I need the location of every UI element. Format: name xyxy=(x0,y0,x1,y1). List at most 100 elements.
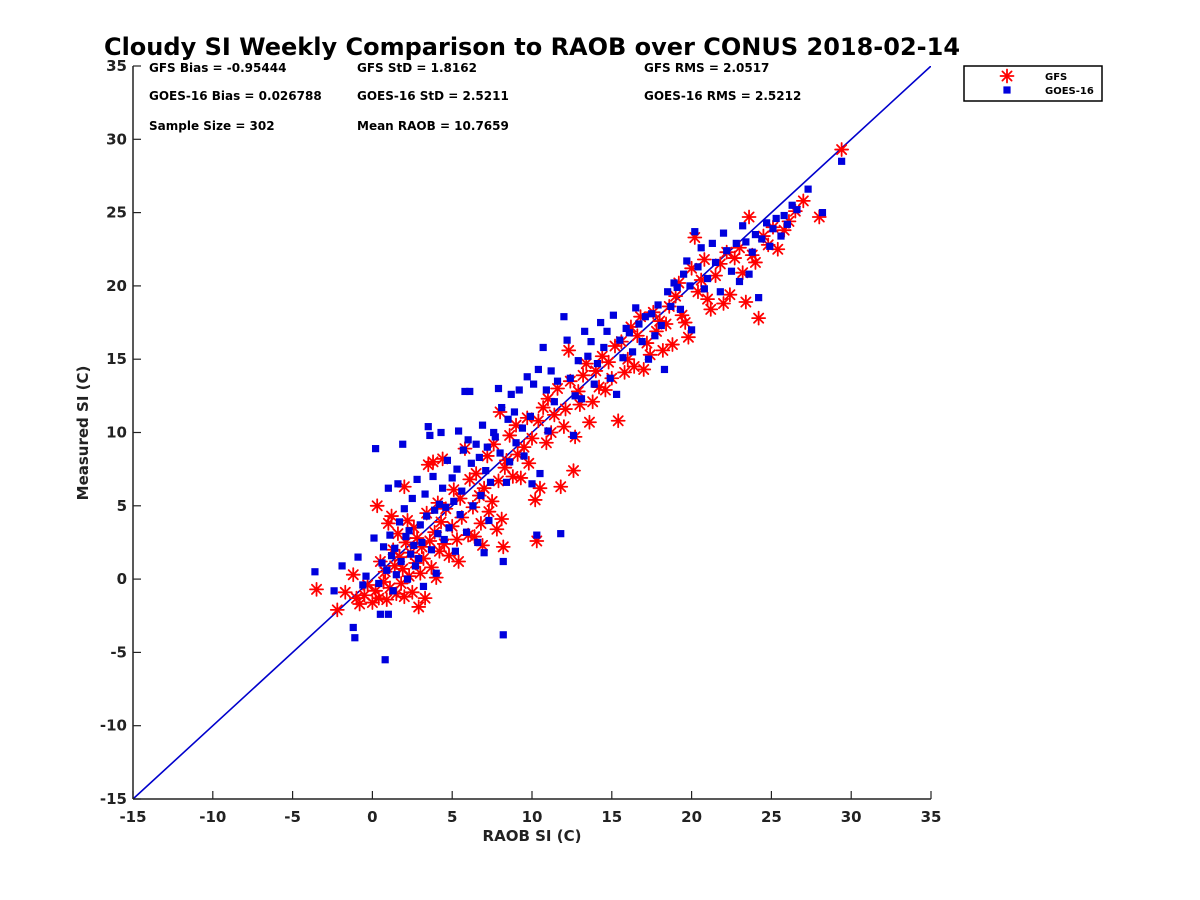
data-point-goes-16 xyxy=(427,546,436,554)
data-point-goes-16 xyxy=(742,238,750,246)
data-point-gfs xyxy=(379,592,395,608)
x-tick-label: 35 xyxy=(921,808,942,826)
data-point-goes-16 xyxy=(429,472,437,481)
data-point-goes-16 xyxy=(708,239,716,247)
data-point-goes-16 xyxy=(469,502,477,510)
legend-marker-gfs xyxy=(999,68,1015,84)
data-point-goes-16 xyxy=(370,534,378,542)
data-point-gfs xyxy=(588,363,604,379)
x-tick-label: -15 xyxy=(119,808,146,826)
data-point-gfs xyxy=(665,337,680,352)
data-point-goes-16 xyxy=(673,283,681,291)
data-point-goes-16 xyxy=(716,288,724,296)
data-point-gfs xyxy=(491,473,506,489)
data-point-goes-16 xyxy=(421,490,429,498)
data-point-goes-16 xyxy=(475,453,483,462)
data-point-goes-16 xyxy=(462,528,471,536)
data-point-goes-16 xyxy=(413,475,421,484)
data-point-goes-16 xyxy=(664,288,672,296)
data-point-gfs xyxy=(404,584,420,600)
data-point-gfs xyxy=(371,590,387,606)
data-point-goes-16 xyxy=(311,568,319,576)
data-point-goes-16 xyxy=(660,365,669,374)
data-point-gfs xyxy=(538,435,554,451)
data-points-layer xyxy=(309,142,850,664)
data-point-goes-16 xyxy=(818,209,827,217)
data-point-goes-16 xyxy=(440,535,448,544)
data-point-goes-16 xyxy=(408,494,416,503)
data-point-goes-16 xyxy=(461,387,469,396)
data-point-goes-16 xyxy=(410,541,418,549)
data-point-goes-16 xyxy=(518,424,527,432)
x-tick-label: -5 xyxy=(284,808,301,826)
data-point-goes-16 xyxy=(407,550,415,558)
data-point-goes-16 xyxy=(544,427,552,435)
data-point-gfs xyxy=(451,554,466,569)
data-point-goes-16 xyxy=(625,329,633,337)
data-point-goes-16 xyxy=(424,423,432,431)
y-tick-label: 10 xyxy=(106,424,127,442)
data-point-goes-16 xyxy=(739,222,747,230)
data-point-goes-16 xyxy=(566,374,574,382)
data-point-gfs xyxy=(390,526,406,542)
data-point-goes-16 xyxy=(376,610,384,618)
data-point-goes-16 xyxy=(498,403,506,412)
data-point-goes-16 xyxy=(593,359,602,368)
data-point-gfs xyxy=(655,343,671,358)
data-point-goes-16 xyxy=(415,554,423,563)
data-point-gfs xyxy=(396,589,412,605)
data-point-gfs xyxy=(527,492,543,508)
data-point-goes-16 xyxy=(600,343,608,352)
data-point-goes-16 xyxy=(700,285,708,293)
data-point-goes-16 xyxy=(539,343,547,352)
data-point-gfs xyxy=(309,581,324,597)
data-point-goes-16 xyxy=(735,277,744,286)
data-point-gfs xyxy=(473,515,489,531)
data-point-goes-16 xyxy=(512,439,520,447)
data-point-gfs xyxy=(530,413,546,429)
data-point-gfs xyxy=(696,252,712,267)
data-point-goes-16 xyxy=(478,421,487,429)
data-point-gfs xyxy=(417,590,433,606)
x-tick-label: 0 xyxy=(367,808,377,826)
stat-annotation: GOES-16 RMS = 2.5212 xyxy=(644,89,801,103)
data-point-goes-16 xyxy=(644,355,653,363)
data-point-goes-16 xyxy=(686,282,694,290)
data-point-goes-16 xyxy=(411,562,420,570)
data-point-goes-16 xyxy=(459,446,467,454)
data-point-goes-16 xyxy=(581,327,589,335)
data-point-goes-16 xyxy=(371,445,380,453)
data-point-gfs xyxy=(495,539,511,555)
data-point-gfs xyxy=(748,255,763,270)
data-point-gfs xyxy=(668,288,684,304)
x-tick-label: 25 xyxy=(761,808,782,826)
data-point-goes-16 xyxy=(450,497,458,506)
data-point-goes-16 xyxy=(480,549,488,557)
data-point-gfs xyxy=(412,565,428,581)
data-point-goes-16 xyxy=(437,428,445,437)
data-point-goes-16 xyxy=(354,553,362,561)
data-point-goes-16 xyxy=(628,348,637,356)
y-tick-label: 30 xyxy=(106,130,127,148)
data-point-gfs xyxy=(550,381,565,396)
y-tick-label: 0 xyxy=(117,570,127,588)
data-point-gfs xyxy=(626,359,642,374)
data-point-goes-16 xyxy=(483,443,491,451)
data-point-goes-16 xyxy=(758,235,766,243)
data-point-gfs xyxy=(337,584,353,600)
y-tick-label: -10 xyxy=(100,717,127,735)
data-point-goes-16 xyxy=(351,634,359,642)
stat-annotation: Sample Size = 302 xyxy=(149,119,275,133)
data-point-goes-16 xyxy=(533,531,541,539)
data-point-goes-16 xyxy=(597,318,605,327)
data-point-gfs xyxy=(708,268,723,284)
data-point-goes-16 xyxy=(622,324,630,333)
data-point-gfs xyxy=(601,354,617,370)
x-axis-label: RAOB SI (C) xyxy=(483,827,582,845)
data-point-gfs xyxy=(516,439,532,455)
data-point-goes-16 xyxy=(571,392,579,400)
data-point-goes-16 xyxy=(490,428,498,437)
legend-marker-goes-16 xyxy=(1003,86,1011,94)
data-point-goes-16 xyxy=(553,377,562,385)
data-point-goes-16 xyxy=(472,440,480,448)
